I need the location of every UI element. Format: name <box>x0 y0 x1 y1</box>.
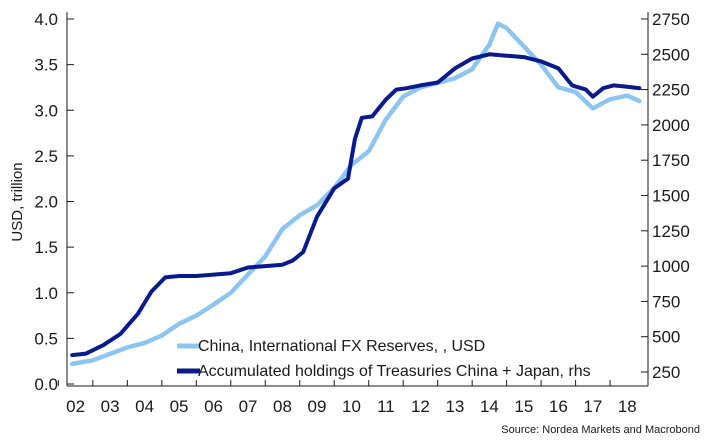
y-right-ticks: 250 500 750 1000 1250 1500 1750 2000 2250 2500 275… <box>641 10 690 382</box>
y-right-tick-label: 750 <box>652 292 680 311</box>
y-right-tick-label: 2500 <box>652 45 690 64</box>
y-left-tick-label: 4.0 <box>34 10 58 29</box>
x-tick-label: 06 <box>204 397 223 416</box>
y-left-tick-label: 0.5 <box>34 329 58 348</box>
y-left-tick-label: 1.0 <box>34 284 58 303</box>
legend-label-fx-reserves: China, International FX Reserves, , USD <box>198 338 485 355</box>
y-right-tick-label: 2750 <box>652 10 690 29</box>
y-left-tick-label: 0.0 <box>34 375 58 394</box>
y-right-tick-label: 250 <box>652 363 680 382</box>
x-tick-label: 09 <box>308 397 327 416</box>
x-tick-label: 07 <box>239 397 258 416</box>
x-tick-label: 10 <box>342 397 361 416</box>
y-right-tick-label: 1500 <box>652 187 690 206</box>
y-right-tick-label: 1250 <box>652 222 690 241</box>
y-right-tick-label: 2000 <box>652 116 690 135</box>
x-tick-label: 08 <box>273 397 292 416</box>
x-ticks: 02 03 04 05 06 07 08 09 10 11 12 13 14 15 16 17 18 <box>57 380 637 416</box>
x-tick-label: 03 <box>101 397 120 416</box>
y-left-tick-label: 2.5 <box>34 147 58 166</box>
y-axis-label: USD, trillion <box>9 162 26 241</box>
y-left-tick-label: 2.0 <box>34 193 58 212</box>
x-tick-label: 18 <box>618 397 637 416</box>
y-right-tick-label: 500 <box>652 328 680 347</box>
axes <box>66 12 649 387</box>
y-left-tick-label: 3.5 <box>34 56 58 75</box>
legend: China, International FX Reserves, , USD … <box>177 338 591 380</box>
x-tick-label: 05 <box>170 397 189 416</box>
series-group <box>69 21 642 367</box>
y-right-tick-label: 2250 <box>652 81 690 100</box>
x-tick-label: 13 <box>445 397 464 416</box>
x-tick-label: 16 <box>549 397 568 416</box>
x-tick-label: 15 <box>514 397 533 416</box>
series-line-treasuries <box>70 52 642 358</box>
legend-label-treasuries: Accumulated holdings of Treasuries China… <box>198 363 591 380</box>
x-tick-label: 14 <box>480 397 499 416</box>
x-tick-label: 11 <box>377 397 395 416</box>
y-right-tick-label: 1000 <box>652 257 690 276</box>
x-tick-label: 12 <box>411 397 430 416</box>
series-line-fx-reserves <box>69 21 642 367</box>
source-note: Source: Nordea Markets and Macrobond <box>501 424 700 436</box>
y-left-ticks: 0.0 0.5 1.0 1.5 2.0 2.5 3.0 3.5 4.0 <box>34 10 74 394</box>
y-right-tick-label: 1750 <box>652 151 690 170</box>
x-tick-label: 02 <box>66 397 85 416</box>
x-tick-label: 04 <box>135 397 154 416</box>
y-left-tick-label: 3.0 <box>34 101 58 120</box>
y-left-tick-label: 1.5 <box>34 238 58 257</box>
x-tick-label: 17 <box>583 397 602 416</box>
